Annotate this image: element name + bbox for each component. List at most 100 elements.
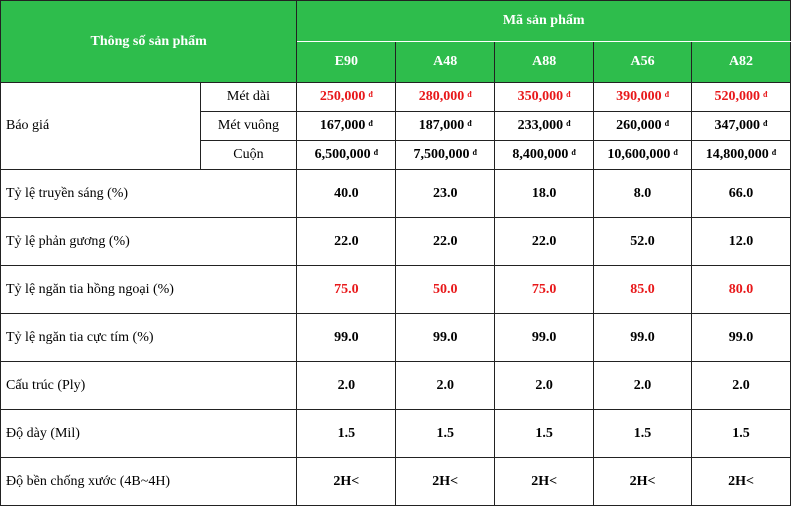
- spec-label: Độ dày (Mil): [0, 409, 298, 458]
- price-value: 260,000 đ: [593, 111, 693, 141]
- currency-symbol: đ: [368, 119, 373, 128]
- spec-value: 2H<: [494, 457, 595, 506]
- value-text: 167,000: [319, 118, 366, 133]
- currency-symbol: đ: [571, 148, 576, 157]
- currency-symbol: đ: [566, 90, 571, 99]
- spec-row: Tỷ lệ ngăn tia hồng ngoại (%) 75.0 50.0 75.…: [0, 265, 791, 314]
- price-value: 520,000 đ: [691, 82, 791, 112]
- price-value: 8,400,000 đ: [494, 140, 595, 170]
- spec-value: 52.0: [593, 217, 693, 266]
- value-text: 2.0: [337, 377, 356, 393]
- spec-value: 2H<: [296, 457, 397, 506]
- spec-label: Tỷ lệ truyền sáng (%): [0, 169, 298, 218]
- value-text: 1.5: [633, 425, 652, 441]
- value-text: 10,600,000: [607, 147, 671, 162]
- spec-value: 50.0: [395, 265, 496, 314]
- value-text: 2.0: [633, 377, 652, 393]
- value-text: 2H<: [629, 473, 656, 489]
- price-unit: Cuộn: [199, 140, 298, 170]
- price-value: 347,000 đ: [691, 111, 791, 141]
- spec-row: Tỷ lệ phản gương (%) 22.0 22.0 22.0 52.0 12.0: [0, 217, 791, 266]
- value-text: 99.0: [728, 329, 754, 345]
- spec-value: 80.0: [691, 265, 791, 314]
- price-unit: Mét dài: [199, 82, 298, 112]
- spec-value: 99.0: [296, 313, 397, 362]
- product-code: A56: [593, 41, 693, 83]
- spec-value: 12.0: [691, 217, 791, 266]
- value-text: 2.0: [732, 377, 750, 393]
- spec-value: 22.0: [494, 217, 595, 266]
- currency-symbol: đ: [368, 90, 373, 99]
- price-row: Báo giá Mét dài 250,000 đ 280,000 đ 350,000 đ 39…: [0, 82, 791, 170]
- spec-value: 1.5: [395, 409, 496, 458]
- spec-value: 75.0: [296, 265, 397, 314]
- currency-symbol: đ: [664, 90, 670, 99]
- spec-value: 40.0: [296, 169, 397, 218]
- value-text: 23.0: [432, 185, 458, 201]
- price-label: Báo giá: [0, 82, 201, 170]
- currency-symbol: đ: [771, 148, 777, 157]
- currency-symbol: đ: [472, 148, 477, 157]
- spec-value: 22.0: [395, 217, 496, 266]
- spec-value: 2.0: [296, 361, 397, 410]
- value-text: 390,000: [616, 89, 662, 104]
- value-text: 22.0: [432, 233, 458, 249]
- value-text: 99.0: [334, 329, 359, 345]
- spec-value: 22.0: [296, 217, 397, 266]
- spec-label: Tỷ lệ phản gương (%): [0, 217, 298, 266]
- spec-value: 99.0: [593, 313, 693, 362]
- price-value: 187,000 đ: [395, 111, 496, 141]
- price-value: 250,000 đ: [296, 82, 397, 112]
- value-text: 40.0: [334, 185, 359, 201]
- currency-symbol: đ: [373, 148, 379, 157]
- price-value: 390,000 đ: [593, 82, 693, 112]
- value-text: 8.0: [633, 185, 652, 201]
- value-text: 6,500,000: [314, 147, 371, 162]
- spec-value: 23.0: [395, 169, 496, 218]
- value-text: 8,400,000: [512, 147, 569, 162]
- price-row: Mét vuông 167,000 đ 187,000 đ 233,000 đ 260,000…: [1, 111, 791, 141]
- spec-value: 99.0: [395, 313, 496, 362]
- currency-symbol: đ: [763, 90, 768, 99]
- value-text: 75.0: [531, 281, 557, 297]
- spec-value: 75.0: [494, 265, 595, 314]
- spec-value: 2H<: [691, 457, 791, 506]
- spec-label: Tỷ lệ ngăn tia cực tím (%): [0, 313, 298, 362]
- spec-value: 2H<: [593, 457, 693, 506]
- spec-value: 8.0: [593, 169, 693, 218]
- value-text: 2H<: [333, 473, 360, 489]
- product-code: A82: [691, 41, 791, 83]
- product-code: A48: [395, 41, 496, 83]
- spec-row: Độ dày (Mil) 1.5 1.5 1.5 1.5 1.5: [0, 409, 791, 458]
- spec-row: Cấu trúc (Ply) 2.0 2.0 2.0 2.0 2.0: [0, 361, 791, 410]
- table-body: Báo giá Mét dài 250,000 đ 280,000 đ 350,000 đ 39…: [0, 82, 791, 506]
- value-text: 2H<: [432, 473, 459, 489]
- value-text: 250,000: [319, 89, 366, 104]
- value-text: 347,000: [714, 118, 761, 133]
- spec-value: 2.0: [395, 361, 496, 410]
- spec-value: 2.0: [691, 361, 791, 410]
- product-code: E90: [296, 41, 397, 83]
- price-value: 14,800,000 đ: [691, 140, 791, 170]
- spec-row: Tỷ lệ truyền sáng (%) 40.0 23.0 18.0 8.0 66.0: [0, 169, 791, 218]
- value-text: 2.0: [535, 377, 553, 393]
- spec-value: 18.0: [494, 169, 595, 218]
- price-value: 7,500,000 đ: [395, 140, 496, 170]
- currency-symbol: đ: [673, 148, 678, 157]
- currency-symbol: đ: [467, 119, 472, 128]
- spec-value: 99.0: [494, 313, 595, 362]
- currency-symbol: đ: [467, 90, 472, 99]
- value-text: 187,000: [418, 118, 465, 133]
- value-text: 260,000: [616, 118, 662, 133]
- value-text: 85.0: [630, 281, 655, 297]
- value-text: 520,000: [714, 89, 761, 104]
- spec-value: 2H<: [395, 457, 496, 506]
- value-text: 2H<: [531, 473, 558, 489]
- price-value: 10,600,000 đ: [593, 140, 693, 170]
- value-text: 99.0: [432, 329, 458, 345]
- value-text: 99.0: [630, 329, 655, 345]
- spec-header: Thông số sản phẩm: [0, 0, 298, 83]
- value-text: 350,000: [517, 89, 564, 104]
- value-text: 14,800,000: [705, 147, 769, 162]
